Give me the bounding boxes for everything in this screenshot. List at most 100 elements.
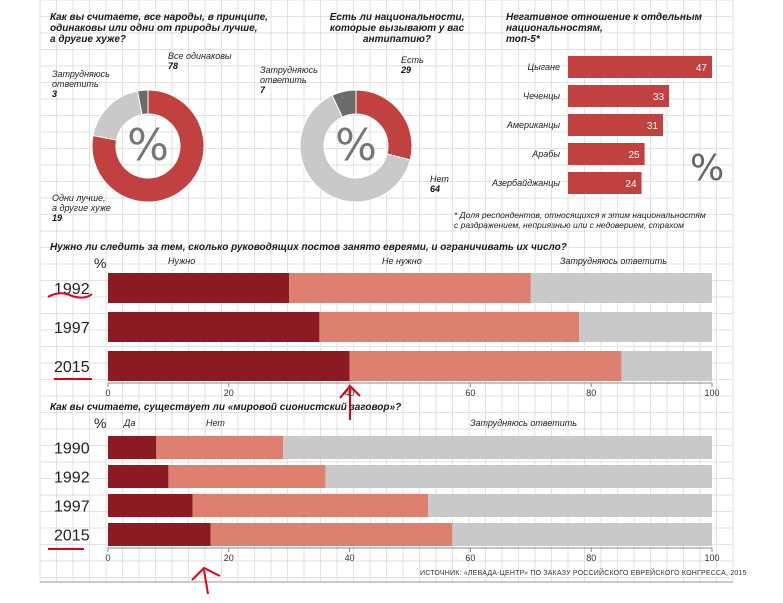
x-tick-label: 0 [105,388,110,398]
stacked-segment [108,523,211,546]
stacked-segment [325,465,712,488]
footnote-line: с раздражением, неприязнью или с недовер… [454,220,684,230]
pct-symbol: % [127,120,169,171]
x-tick-label: 20 [224,553,234,563]
pie1-label-unsure-text: Затрудняюсь [52,69,110,79]
x-tick-label: 80 [586,388,596,398]
pie-slice-unsure [331,89,357,118]
x-tick-label: 100 [704,553,719,563]
negative-title-line: топ-5* [506,34,540,45]
stacked-segment [108,312,320,342]
pie1-label-same-text: Все одинаковы [168,51,232,61]
stacked-segment [210,523,453,546]
footnote: * Доля респондентов, относящихся к этим … [454,210,706,230]
bar-value-label: 47 [696,63,708,74]
source-note: ИСТОЧНИК: «ЛЕВАДА-ЦЕНТР» ПО ЗАКАЗУ РОССИ… [420,570,747,577]
series-header: Да [123,418,135,428]
stacked-segment [621,351,712,381]
pie1-label-same-value: 78 [168,61,179,71]
x-tick-label: 60 [465,553,475,563]
pie1-label-unsure-value: 3 [52,89,58,99]
stacked-segment [108,273,290,303]
pie1-question: Как вы считаете, все народы, в принципе,… [50,12,268,45]
negative-bar-chart: Цыгане 47 Чеченцы 33 Американцы 31 Арабы 25 Азер… [491,56,712,194]
pie2-label-unsure-value: 7 [260,85,266,95]
stacked-segment [168,465,326,488]
conspiracy-stacked-bar-chart: Да Нет Затрудняюсь ответить199019921997201… [54,418,720,563]
negative-chart-title: Негативное отношение к отдельным национа… [506,12,702,45]
bar [568,143,645,165]
bar [568,85,670,107]
negative-pct-symbol: % [690,148,725,189]
stacked-segment [192,494,429,517]
pie1-donut-chart: % [91,89,205,203]
pie2-label-no: Нет 64 [430,174,449,194]
x-tick-label: 80 [586,553,596,563]
q3-pct-label: % [94,255,107,271]
year-label: 1992 [54,470,90,487]
bar-category-label: Азербайджанцы [491,178,560,188]
pie2-question-line: антипатию? [362,34,432,45]
pie1-label-better-text: Одни лучше, [52,193,106,203]
bar-category-label: Чеченцы [523,91,560,101]
series-header: Затрудняюсь ответить [470,418,577,428]
bar [568,56,712,78]
bar-category-label: Американцы [506,120,561,130]
pie1-label-better-text: а другие хуже [52,203,111,213]
bar-value-label: 25 [628,150,640,161]
pie2-label-unsure: Затрудняюсь ответить 7 [260,65,318,95]
year-label: 1990 [54,441,90,458]
series-header: Нет [206,418,225,428]
negative-title-line: национальностям, [506,23,603,34]
x-tick-label: 0 [105,553,110,563]
year-label: 1997 [54,320,90,337]
x-tick-label: 20 [224,388,234,398]
negative-title-line: Негативное отношение к отдельным [506,12,702,23]
annotation-arrow [191,566,221,595]
bar-value-label: 31 [647,121,659,132]
bar [568,172,642,194]
question-conspiracy: Как вы считаете, существует ли «мировой … [50,402,402,413]
pie2-donut-chart: % [299,89,413,203]
bar-category-label: Арабы [531,149,560,159]
stacked-segment [108,465,169,488]
pct-symbol: % [335,120,377,171]
q4-pct-label: % [94,415,107,431]
pie2-label-yes-text: Есть [401,55,424,65]
stacked-segment [428,494,712,517]
stacked-segment [283,436,712,459]
pie2-label-unsure-text: ответить [260,75,307,85]
pie2-question-line: Есть ли национальности, [329,12,465,23]
stacked-segment [579,312,712,342]
stacked-segment [108,494,193,517]
stacked-segment [452,523,712,546]
pie2-label-no-text: Нет [430,174,449,184]
pie1-question-line: Как вы считаете, все народы, в принципе, [50,12,268,23]
stacked-segment [108,351,350,381]
stacked-segment [289,273,531,303]
bar-category-label: Цыгане [528,62,560,72]
x-tick-label: 100 [704,388,719,398]
pie1-question-line: одинаковы или одни от природы лучше, [50,23,258,34]
x-tick-label: 60 [465,388,475,398]
pie2-label-yes-value: 29 [401,65,412,75]
year-label: 2015 [54,528,90,545]
pie2-question-line: которые вызывают у вас [329,23,465,34]
stacked-segment [349,351,622,381]
x-tick-label: 40 [345,553,355,563]
annotation-underline [47,292,93,299]
series-header: Нужно [168,256,195,266]
series-header: Не нужно [382,256,422,266]
pie1-label-unsure-text: ответить [52,79,99,89]
bar-value-label: 33 [653,92,665,103]
bar-value-label: 24 [625,179,637,190]
annotation-arrow [339,384,361,420]
pie2-label-yes: Есть 29 [401,55,424,75]
pie-slice-unsure [136,89,149,116]
footnote-line: * Доля респондентов, относящихся к этим … [454,210,706,220]
pie-slice-no [299,94,411,203]
pie1-label-better: Одни лучше, а другие хуже 19 [52,193,111,223]
series-header: Затрудняюсь ответить [560,256,667,266]
pie-slice-same [91,89,205,203]
